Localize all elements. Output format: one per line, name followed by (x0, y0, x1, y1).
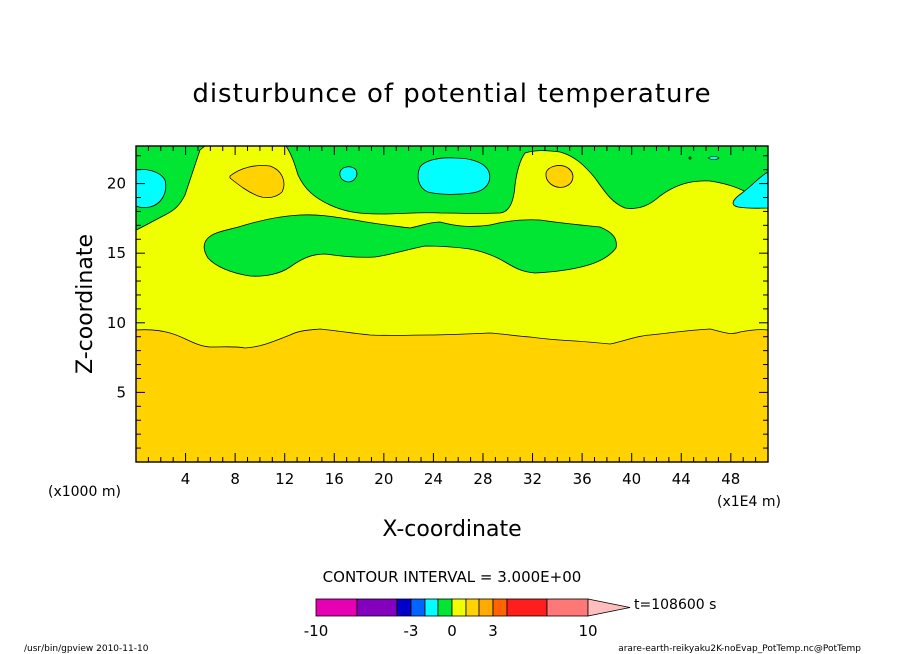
x-tick-label: 8 (230, 470, 240, 488)
colorbar-segment (424, 598, 439, 617)
contour-region-cyan-center (417, 157, 491, 195)
contour-speck (688, 156, 692, 160)
contour-region-cyan-left (135, 169, 167, 208)
y-tick-labels: 5 10 15 20 (107, 175, 126, 402)
x-tick-labels: 4 8 12 16 20 24 28 32 36 40 44 48 (181, 470, 741, 488)
colorbar-segment (396, 598, 412, 617)
colorbar-segment (465, 598, 480, 617)
colorbar-label: -10 (304, 622, 329, 640)
colorbar-label: 0 (447, 622, 457, 640)
plot-area (135, 145, 769, 462)
colorbar-segment (506, 598, 548, 617)
colorbar-label: 3 (488, 622, 498, 640)
x-tick-label: 4 (181, 470, 191, 488)
colorbar-label: -3 (404, 622, 419, 640)
x-tick-label: 40 (622, 470, 641, 488)
colorbar (315, 598, 631, 617)
y-tick-label: 15 (107, 244, 126, 262)
contour-region-cyan-small (339, 166, 358, 183)
y-tick-label: 10 (107, 314, 126, 332)
x-tick-label: 44 (672, 470, 691, 488)
colorbar-segment (451, 598, 467, 617)
y-tick-label: 5 (116, 383, 126, 401)
colorbar-segment (356, 598, 398, 617)
colorbar-arrow (587, 598, 631, 617)
contour-region-orange-left (229, 165, 285, 199)
colorbar-segment (478, 598, 494, 617)
y-tick-label: 20 (107, 175, 126, 193)
footer-right: arare-earth-reikyaku2K-noEvap_PotTemp.nc… (618, 644, 861, 654)
x-unit-left: (x1000 m) (48, 484, 121, 500)
chart-title: disturbunce of potential temperature (192, 79, 711, 109)
time-label: t=108600 s (634, 597, 716, 613)
contour-region-green-band (203, 214, 617, 277)
colorbar-label: 10 (578, 622, 597, 640)
colorbar-segment (315, 598, 358, 617)
colorbar-segment (492, 598, 508, 617)
axis-ticks (135, 146, 769, 463)
colorbar-segment (437, 598, 453, 617)
contour-interval: CONTOUR INTERVAL = 3.000E+00 (323, 568, 582, 586)
contour-region-cyan-right (732, 171, 769, 209)
colorbar-labels: -10 -3 0 3 10 (304, 622, 598, 640)
x-tick-label: 24 (424, 470, 443, 488)
colorbar-segment (546, 598, 589, 617)
x-axis-label: X-coordinate (382, 517, 521, 542)
x-tick-label: 20 (374, 470, 393, 488)
x-tick-label: 12 (275, 470, 294, 488)
x-unit-right: (x1E4 m) (717, 494, 781, 510)
plot-frame (135, 145, 769, 463)
y-axis-label: Z-coordinate (73, 234, 98, 374)
colorbar-segment (410, 598, 426, 617)
x-tick-label: 28 (473, 470, 492, 488)
x-tick-label: 16 (325, 470, 344, 488)
contour-region-orange-right (545, 165, 574, 188)
x-tick-label: 32 (523, 470, 542, 488)
contour-speck (707, 156, 720, 160)
footer-left: /usr/bin/gpview 2010-11-10 (24, 644, 149, 654)
x-tick-label: 36 (573, 470, 592, 488)
x-tick-label: 48 (721, 470, 740, 488)
